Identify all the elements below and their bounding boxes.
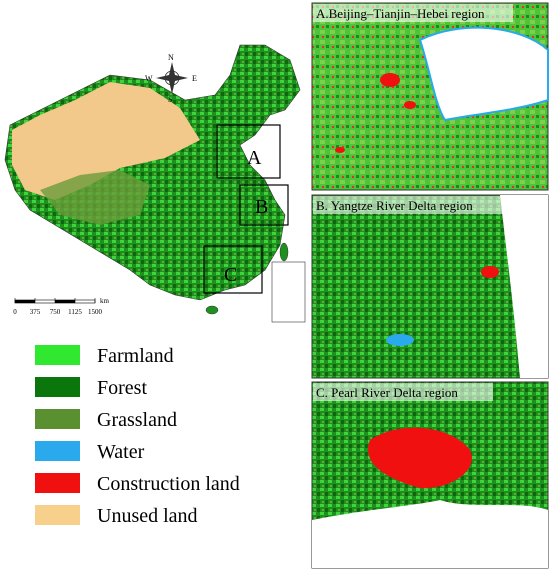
compass-label: S (168, 95, 172, 104)
panel-title: A.Beijing–Tianjin–Hebei region (316, 6, 485, 21)
legend-label: Forest (97, 377, 147, 399)
panel-c: C. Pearl River Delta region (311, 381, 549, 569)
china-map: A B C (4, 44, 306, 323)
box-label: A (247, 147, 262, 169)
city (335, 147, 345, 153)
taiwan (279, 242, 289, 262)
hainan (205, 305, 219, 315)
city (380, 73, 400, 87)
title-bg (313, 196, 518, 214)
sea (500, 195, 548, 378)
legend-swatch (35, 345, 80, 365)
legend-swatch (35, 409, 80, 429)
box-label: B (255, 196, 268, 218)
city (481, 266, 499, 278)
legend-label: Grassland (97, 409, 177, 431)
compass-label: E (192, 74, 197, 83)
scale-bar-fill (55, 300, 75, 303)
boxes (203, 124, 289, 294)
compass: N S W E (145, 53, 197, 104)
city (404, 101, 416, 109)
grassland-area (40, 170, 150, 225)
scale-unit: km (100, 297, 110, 305)
legend: Farmland Forest Grassland Water Construction… (35, 345, 240, 527)
compass-star (156, 62, 188, 94)
compass-label: W (145, 74, 153, 83)
scale-label: 1125 (68, 308, 82, 316)
compass-ring (164, 70, 180, 86)
sea (418, 26, 549, 122)
box-c (203, 245, 263, 294)
box-b (239, 184, 289, 226)
scale-label: 375 (30, 308, 41, 316)
legend-swatch (35, 505, 80, 525)
title-bg (313, 4, 513, 22)
panel-title: B. Yangtze River Delta region (316, 198, 473, 213)
legend-swatch (35, 377, 80, 397)
legend-swatch (35, 441, 80, 461)
legend-label: Unused land (97, 505, 198, 527)
sea (312, 500, 548, 568)
panel-a: A.Beijing–Tianjin–Hebei region (311, 2, 549, 191)
panel-b: B. Yangtze River Delta region (311, 194, 549, 379)
urban-area (368, 427, 472, 489)
panel-title: C. Pearl River Delta region (316, 385, 458, 400)
scale-label: 750 (50, 308, 61, 316)
scale-bar: km 0 375 750 1125 1500 (13, 297, 109, 316)
scale-bar-fill (15, 300, 35, 303)
scale-label: 1500 (88, 308, 103, 316)
compass-label: N (168, 53, 174, 62)
legend-label: Construction land (97, 473, 240, 495)
legend-label: Water (97, 441, 145, 463)
lake (386, 334, 414, 346)
legend-label: Farmland (97, 345, 174, 367)
unused-land-area (12, 82, 200, 200)
box-label: C (224, 264, 237, 286)
legend-swatch (35, 473, 80, 493)
inset-box (271, 261, 306, 323)
title-bg (313, 383, 493, 401)
box-a (216, 124, 281, 179)
scale-label: 0 (13, 308, 17, 316)
